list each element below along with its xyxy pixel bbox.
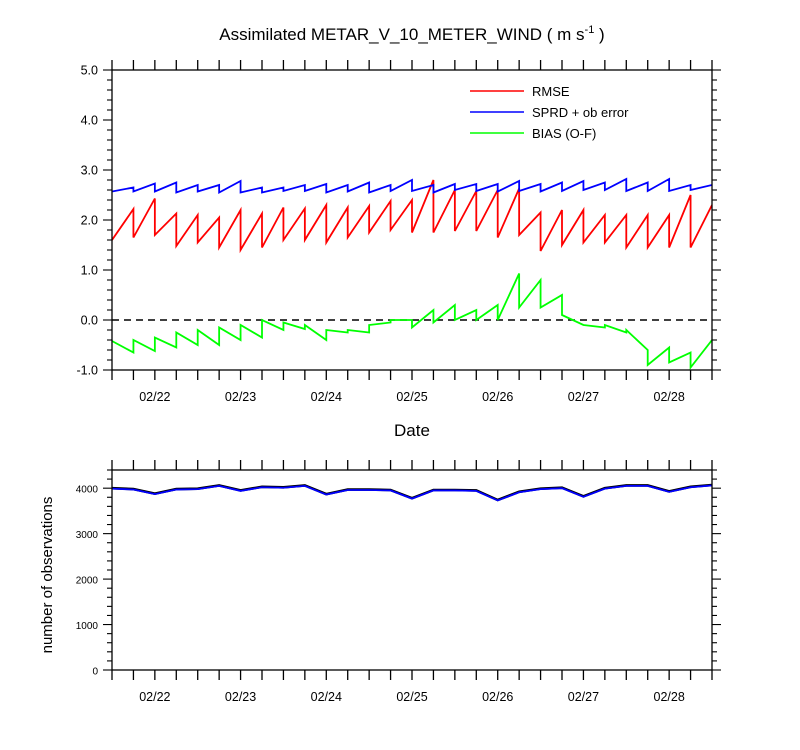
legend-label-rmse: RMSE <box>532 84 570 99</box>
bottom-x-tick-label: 02/27 <box>568 690 599 704</box>
top-plot-frame <box>111 69 713 371</box>
top-series-line-rmse <box>112 179 712 254</box>
legend-label-sprd: SPRD + ob error <box>532 105 629 120</box>
bottom-y-tick-label: 2000 <box>76 576 99 587</box>
top-series-line-bias-o-f <box>112 273 712 370</box>
top-y-tick-label: 0.0 <box>81 314 98 328</box>
bottom-x-tick-label: 02/25 <box>396 690 427 704</box>
bottom-y-tick-label: 1000 <box>76 621 99 632</box>
bottom-x-tick-label: 02/22 <box>139 690 170 704</box>
top-y-tick-label: 4.0 <box>81 114 98 128</box>
bottom-plot-frame <box>111 469 713 671</box>
chart-title: Assimilated METAR_V_10_METER_WIND ( m s-… <box>219 24 604 44</box>
top-x-tick-label: 02/27 <box>568 390 599 404</box>
bottom-axes-layer: 02/22 02/23 02/24 02/25 02/26 02/27 02/28 0 1000… <box>76 460 721 704</box>
top-y-tick-label: 1.0 <box>81 264 98 278</box>
bottom-series-line-assimilated-observations <box>112 484 712 502</box>
top-axes-layer: 02/22 02/23 02/24 02/25 02/26 02/27 02/28 -1.0 0… <box>76 60 721 404</box>
bottom-x-tick-label: 02/26 <box>482 690 513 704</box>
top-x-tick-label: 02/26 <box>482 390 513 404</box>
top-panel: Assimilated METAR_V_10_METER_WIND ( m s-… <box>76 24 721 440</box>
bottom-series-layer <box>112 483 712 502</box>
top-x-tick-label: 02/24 <box>311 390 342 404</box>
bottom-x-tick-label: 02/24 <box>311 690 342 704</box>
legend-label-bias: BIAS (O-F) <box>532 126 596 141</box>
bottom-y-tick-label: 3000 <box>76 530 99 541</box>
legend: RMSE SPRD + ob error BIAS (O-F) <box>470 84 629 141</box>
bottom-y-tick-label: 4000 <box>76 485 99 496</box>
chart-title-units-close: ) <box>594 25 604 44</box>
top-y-tick-label: -1.0 <box>76 364 98 378</box>
x-axis-label: Date <box>394 421 430 440</box>
bottom-panel: 02/22 02/23 02/24 02/25 02/26 02/27 02/28 0 1000… <box>39 460 721 704</box>
top-series-layer <box>112 177 712 370</box>
top-x-tick-label: 02/25 <box>396 390 427 404</box>
bottom-x-tick-label: 02/28 <box>654 690 685 704</box>
bottom-y-tick-label: 0 <box>92 667 98 678</box>
top-y-tick-label: 5.0 <box>81 64 98 78</box>
y-axis-label-observations: number of observations <box>39 497 56 654</box>
bottom-x-tick-label: 02/23 <box>225 690 256 704</box>
top-x-tick-label: 02/22 <box>139 390 170 404</box>
chart-title-main: Assimilated METAR_V_10_METER_WIND ( m s <box>219 25 584 44</box>
top-y-tick-label: 2.0 <box>81 214 98 228</box>
top-y-tick-label: 3.0 <box>81 164 98 178</box>
top-series-line-sprd-ob-error <box>112 177 712 195</box>
top-x-tick-label: 02/23 <box>225 390 256 404</box>
chart-title-units-superscript: -1 <box>585 24 595 36</box>
top-x-tick-label: 02/28 <box>654 390 685 404</box>
